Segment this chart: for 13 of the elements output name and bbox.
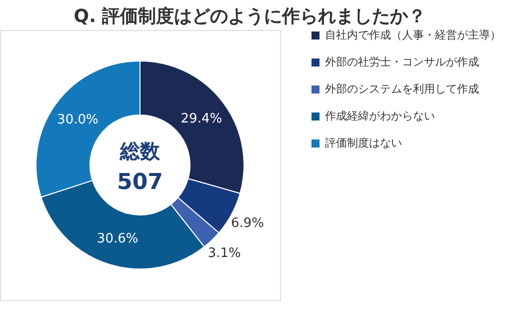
legend-label: 作成経緯がわからない <box>324 110 435 122</box>
legend-label: 評価制度はない <box>325 136 402 150</box>
data-label: 30.6% <box>96 232 138 247</box>
text: 総数 <box>119 139 161 163</box>
text: 507 <box>117 170 163 195</box>
chart-title: Q. 評価制度はどのように作られましたか？ <box>74 6 426 27</box>
legend-label: 外部のシステムを利用して作成 <box>325 82 479 96</box>
data-label: 3.1% <box>208 246 241 262</box>
legend-label: 自社内で作成（人事・経営が主導） <box>325 28 501 42</box>
data-label: 30.0% <box>57 112 98 128</box>
data-label: 6.9% <box>230 216 264 231</box>
legend-label: 外部の社労士・コンサルが作成 <box>325 56 479 68</box>
data-label: 29.4% <box>180 112 222 127</box>
